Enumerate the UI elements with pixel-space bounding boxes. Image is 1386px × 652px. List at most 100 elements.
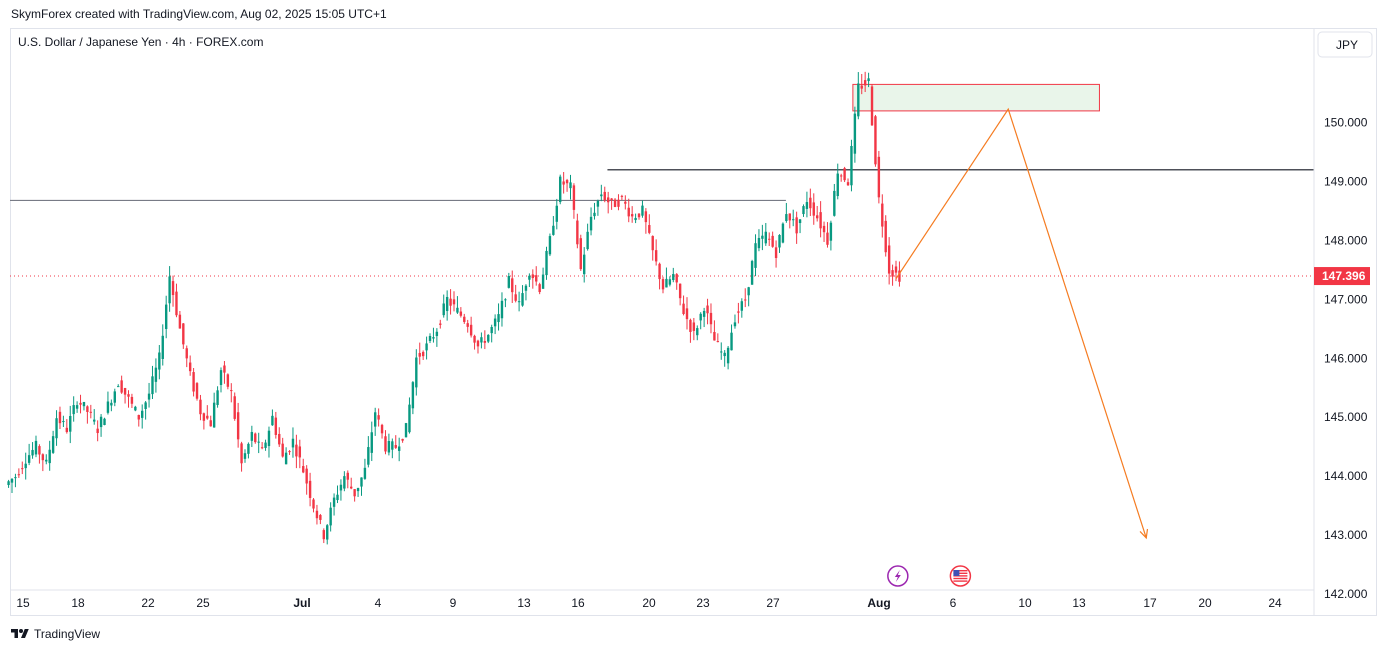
range-box	[10, 83, 1314, 277]
candle	[55, 410, 58, 446]
candle	[10, 478, 14, 493]
candle	[154, 358, 158, 393]
price-axis[interactable]: 150.000 149.000 148.000 147.000 146.000 145.0…	[1314, 116, 1370, 601]
candle	[771, 231, 774, 248]
candle-body	[774, 247, 778, 259]
candle	[161, 324, 164, 366]
candle	[69, 405, 72, 444]
candle	[774, 240, 778, 268]
candle-body	[781, 223, 785, 243]
candle	[21, 461, 24, 475]
time-tick-label: 16	[571, 596, 585, 610]
candle	[463, 313, 466, 324]
candle	[308, 472, 312, 507]
candle	[627, 198, 630, 223]
candle-body	[685, 308, 689, 320]
candle	[240, 441, 243, 472]
candle-body	[449, 298, 452, 306]
candle	[384, 430, 387, 455]
candle	[887, 237, 891, 285]
candle-body	[792, 219, 795, 221]
flag-stripe	[953, 575, 968, 577]
candle-body	[836, 173, 839, 197]
candle-body	[254, 433, 257, 443]
candle-body	[613, 199, 617, 207]
candle-body	[106, 401, 110, 413]
candle-body	[490, 327, 493, 334]
candle-body	[202, 413, 206, 421]
candle-body	[315, 510, 319, 519]
candle	[346, 470, 349, 489]
price-tick-label: 146.000	[1324, 351, 1368, 365]
candle	[877, 150, 881, 204]
candle-body	[271, 415, 274, 426]
time-tick-label: 6	[950, 596, 957, 610]
candle	[178, 310, 182, 329]
price-tick-label: 145.000	[1324, 410, 1368, 424]
candle	[394, 435, 397, 449]
candle-body	[565, 180, 569, 184]
candle	[589, 207, 593, 236]
candle	[524, 284, 528, 301]
candle-body	[469, 324, 473, 336]
candle-body	[798, 219, 802, 224]
candle-body	[713, 331, 716, 341]
candle	[449, 289, 452, 315]
candle-body	[552, 225, 555, 235]
candle-body	[867, 78, 870, 82]
candle-body	[226, 374, 230, 387]
candle-body	[161, 335, 164, 359]
candle	[86, 405, 89, 424]
candle-body	[411, 382, 415, 409]
candle-body	[733, 322, 737, 327]
time-tick-label: 4	[375, 596, 382, 610]
candle	[141, 404, 144, 429]
candle	[459, 307, 463, 318]
candle-body	[363, 467, 367, 479]
candle-body	[404, 423, 408, 438]
candle	[120, 375, 123, 394]
candle-body	[281, 443, 284, 457]
candle-body	[665, 278, 668, 288]
candle	[884, 215, 887, 257]
candle-body	[654, 250, 658, 262]
candle-body	[500, 300, 504, 319]
candle	[565, 178, 569, 192]
candle	[514, 284, 517, 303]
flag-canton	[953, 570, 960, 576]
lightning-icon[interactable]	[887, 565, 909, 587]
candle	[685, 297, 689, 330]
price-tick-label: 150.000	[1324, 116, 1368, 130]
candle	[360, 477, 363, 496]
candle	[600, 184, 603, 202]
candle	[206, 405, 209, 420]
candle-body	[754, 243, 757, 268]
candle-body	[343, 476, 346, 489]
candle	[545, 246, 548, 280]
candle	[127, 390, 130, 408]
time-tick-label: 27	[766, 596, 780, 610]
candle	[284, 447, 288, 465]
candle	[34, 435, 38, 458]
candle-body	[833, 190, 836, 216]
candle-body	[151, 376, 154, 395]
candle	[744, 288, 747, 308]
us-flag-icon[interactable]	[949, 565, 972, 587]
candle-body	[329, 507, 332, 526]
currency-box[interactable]	[1317, 31, 1373, 58]
candle-body	[596, 200, 600, 207]
candle	[72, 396, 75, 422]
candle-body	[158, 352, 161, 370]
time-axis[interactable]: 15 18 22 25 Jul 4 9 13 16 20 23 27 Aug 6 10 13 17 20 24	[16, 596, 1282, 610]
candle	[624, 195, 627, 210]
candle-body	[295, 444, 298, 457]
candle	[326, 524, 329, 545]
candle	[829, 220, 833, 251]
candle-body	[750, 261, 754, 285]
candle	[322, 528, 325, 544]
candle	[610, 198, 613, 210]
price-tick-label: 142.000	[1324, 587, 1368, 601]
candle	[343, 471, 346, 492]
candle-body	[236, 412, 240, 440]
